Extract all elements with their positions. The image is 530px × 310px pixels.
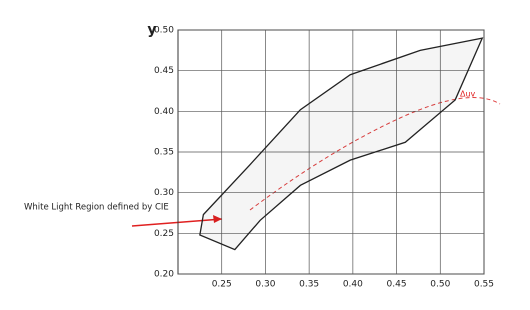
- y-tick-label: 0.35: [154, 148, 174, 158]
- annotation-arrow: [131, 218, 223, 227]
- y-tick-label: 0.30: [154, 188, 174, 198]
- x-tick-label: 0.25: [212, 280, 232, 290]
- x-tick-label: 0.45: [387, 280, 407, 290]
- x-tick-label: 0.40: [343, 280, 363, 290]
- y-tick-label: 0.45: [154, 66, 174, 76]
- delta-uv: Δuv: [460, 90, 476, 99]
- planckian-locus: [249, 97, 501, 211]
- arrow-head: [213, 215, 222, 223]
- y-tick-label: 0.40: [154, 107, 174, 117]
- annotation: White Light Region defined by CIE: [24, 203, 169, 213]
- x-tick-label: 0.35: [299, 280, 319, 290]
- x-tick-label: 0.50: [430, 280, 450, 290]
- y-tick-label: 0.25: [154, 229, 174, 239]
- y-axis-label: y: [147, 22, 156, 38]
- y-tick-label: 0.20: [154, 270, 174, 280]
- y-tick-label: 0.50: [154, 26, 174, 36]
- x-tick-label: 0.30: [255, 280, 275, 290]
- white-light-region: [199, 37, 484, 251]
- x-tick-label: 0.55: [474, 280, 494, 290]
